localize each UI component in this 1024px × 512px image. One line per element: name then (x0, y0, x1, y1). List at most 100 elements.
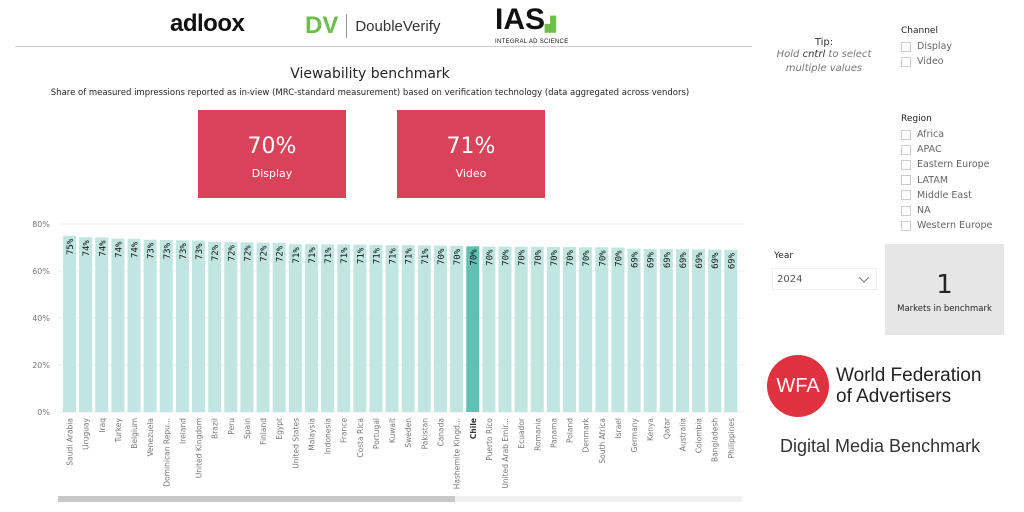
bar[interactable] (530, 246, 544, 412)
bar[interactable] (417, 245, 431, 412)
ias-logo: IAS▟ INTEGRAL AD SCIENCE (495, 5, 569, 46)
region-option[interactable]: NA (901, 203, 992, 218)
bar[interactable] (208, 241, 222, 412)
x-tick-label: Portugal (372, 418, 381, 449)
checkbox[interactable] (901, 220, 911, 231)
bar[interactable] (272, 242, 286, 412)
x-tick-label: Poland (566, 418, 575, 443)
bar[interactable] (256, 242, 270, 412)
x-tick-label: Venezuela (146, 418, 155, 457)
dv-separator (346, 14, 348, 38)
wfa-line2: of Advertisers (836, 386, 952, 407)
region-option[interactable]: Western Europe (901, 218, 992, 233)
bar[interactable] (143, 239, 157, 412)
bar-data-label: 70% (518, 249, 528, 266)
wfa-logo-text: World Federation of Advertisers (836, 365, 981, 407)
channel-label: Channel (901, 26, 938, 36)
bar[interactable] (369, 244, 383, 412)
tip-box: Tip: Hold cntrl to select multiple value… (760, 37, 888, 76)
bar[interactable] (675, 249, 689, 412)
checkbox[interactable] (901, 41, 911, 52)
option-label: NA (917, 205, 931, 217)
bar-data-label: 74% (114, 241, 124, 258)
y-tick-label: 0% (37, 408, 50, 417)
checkbox[interactable] (901, 175, 911, 186)
bar[interactable] (192, 240, 206, 412)
region-option[interactable]: Africa (901, 127, 992, 142)
chart-scrollbar-thumb[interactable] (58, 496, 455, 502)
bar[interactable] (111, 238, 125, 412)
bar[interactable] (353, 244, 367, 412)
bar[interactable] (224, 242, 238, 412)
bar[interactable] (643, 248, 657, 412)
bar[interactable] (337, 244, 351, 412)
x-tick-label: United States (291, 418, 300, 469)
bar[interactable] (79, 237, 93, 412)
x-tick-label: Panama (549, 418, 558, 448)
bar[interactable] (659, 248, 673, 412)
bar-data-label: 71% (292, 247, 302, 264)
bar-data-label: 71% (389, 248, 399, 265)
bar[interactable] (563, 247, 577, 412)
kpi-value: 70% (247, 134, 297, 159)
x-tick-label: Denmark (582, 417, 591, 452)
bar[interactable] (579, 247, 593, 412)
bar[interactable] (321, 244, 335, 412)
bar[interactable] (611, 247, 625, 413)
bar[interactable] (724, 249, 738, 412)
bar-data-label: 70% (469, 249, 479, 266)
y-tick-label: 60% (32, 267, 50, 276)
chevron-down-icon (858, 276, 870, 283)
checkbox[interactable] (901, 159, 911, 170)
checkbox[interactable] (901, 205, 911, 216)
channel-option[interactable]: Video (901, 54, 952, 69)
year-dropdown[interactable]: 2024 (772, 268, 877, 290)
bar-data-label: 72% (260, 245, 270, 262)
bar[interactable] (595, 247, 609, 412)
region-option[interactable]: LATAM (901, 173, 992, 188)
bar[interactable] (546, 247, 560, 412)
x-tick-label: Dominican Repu... (162, 418, 171, 487)
bar[interactable] (127, 238, 141, 412)
year-label: Year (774, 251, 794, 261)
bar[interactable] (385, 245, 399, 412)
checkbox[interactable] (901, 190, 911, 201)
bar[interactable] (159, 239, 173, 412)
checkbox[interactable] (901, 129, 911, 140)
adloox-logo: adloox (170, 10, 245, 37)
bar[interactable] (304, 244, 318, 412)
channel-option[interactable]: Display (901, 39, 952, 54)
bar[interactable] (401, 245, 415, 412)
bar[interactable] (466, 246, 480, 412)
region-option[interactable]: APAC (901, 142, 992, 157)
bar[interactable] (514, 246, 528, 412)
bar[interactable] (498, 246, 512, 412)
kpi-video: 71% Video (397, 110, 545, 198)
bar-data-label: 69% (711, 252, 721, 269)
x-tick-label: Turkey (114, 417, 123, 443)
option-label: Middle East (917, 189, 972, 201)
bar[interactable] (175, 240, 189, 412)
bar[interactable] (708, 249, 722, 412)
region-option[interactable]: Middle East (901, 188, 992, 203)
viewability-bar-chart[interactable]: 0% 20% 40% 60% 80% 75% Saudi Arabia 74% Uruguay 7… (0, 210, 760, 495)
checkbox[interactable] (901, 56, 911, 67)
bar[interactable] (95, 237, 109, 412)
header-divider (15, 46, 752, 47)
ias-mark: IAS▟ (495, 5, 569, 39)
bar[interactable] (692, 249, 706, 412)
x-tick-label: Brazil (211, 418, 220, 439)
x-tick-label: South Africa (598, 418, 607, 464)
checkbox[interactable] (901, 144, 911, 155)
bar[interactable] (627, 248, 641, 412)
x-tick-label: Sweden (404, 418, 413, 448)
bar[interactable] (63, 235, 76, 412)
bar[interactable] (240, 242, 254, 412)
region-option[interactable]: Eastern Europe (901, 157, 992, 172)
bar[interactable] (288, 244, 302, 412)
bar[interactable] (450, 245, 464, 412)
doubleverify-logo: DV DoubleVerify (305, 12, 440, 40)
markets-card: 1 Markets in benchmark (885, 244, 1004, 335)
bar[interactable] (482, 246, 496, 412)
bar[interactable] (433, 245, 447, 412)
